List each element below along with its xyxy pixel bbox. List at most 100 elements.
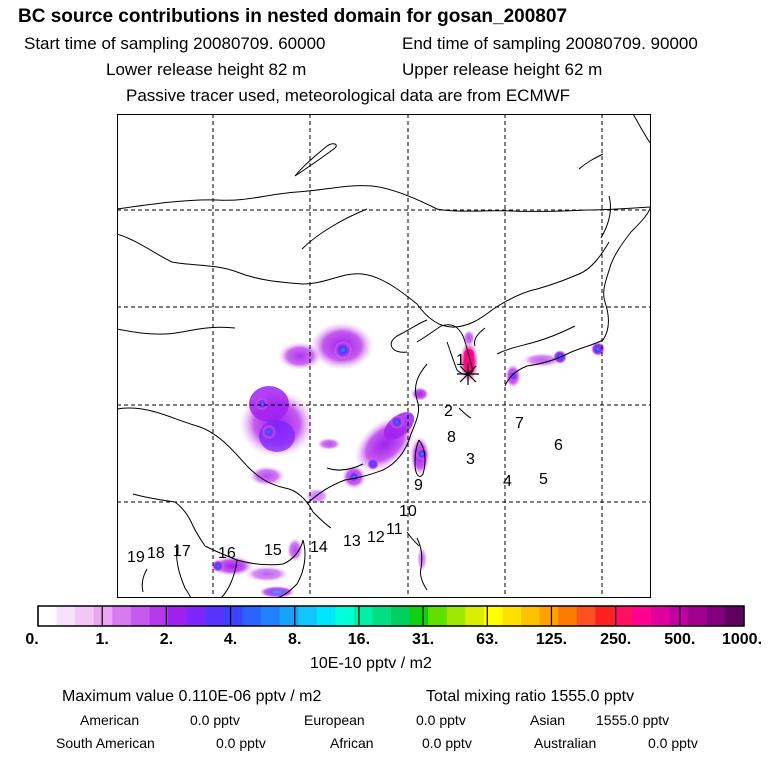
south-american-label: South American [56,735,155,751]
colorbar-cell [706,606,726,626]
colorbar-cell [576,606,596,626]
region-label: 13 [343,533,361,550]
colorbar-cell [391,606,411,626]
american-label: American [80,712,140,728]
colorbar-cell [316,606,336,626]
max-value: Maximum value 0.110E-06 pptv / m2 [62,688,322,705]
colorbar-cell [465,606,485,626]
colorbar-cell [725,606,745,626]
colorbar-cell [186,606,206,626]
colorbar-cell [428,606,448,626]
colorbar: 0. 1. 2. 4. 8. 16. 31. 63. 125. 250. 500. 1000. [25,605,762,648]
colorbar-cell [149,606,169,626]
colorbar-cell [688,606,708,626]
colorbar-cell [539,606,559,626]
region-label: 7 [515,415,524,432]
colorbar-cell [446,606,466,626]
graticule [117,114,651,598]
region-label: 18 [147,545,165,562]
colorbar-tick-label: 1. [96,631,109,648]
australian-value: 0.0 pptv [648,735,698,751]
european-label: European [304,712,365,728]
south-american-value: 0.0 pptv [216,735,266,751]
colorbar-cell [632,606,652,626]
colorbar-cell [521,606,541,626]
colorbar-cell [38,606,58,626]
european-value: 0.0 pptv [416,712,466,728]
colorbar-tick-label: 4. [224,631,237,648]
colorbar-cell [205,606,225,626]
colorbar-cell [298,606,318,626]
colorbar-cell [112,606,132,626]
colorbar-outline [37,605,745,627]
colorbar-tick-label: 1000. [722,631,762,648]
colorbar-tick-label: 63. [476,631,498,648]
map-frame [117,114,651,598]
colorbar-cell [651,606,671,626]
concentration-field [210,322,605,598]
asian-value: 1555.0 pptv [596,712,670,728]
colorbar-cell [613,606,634,626]
colorbar-cell [372,606,392,626]
colorbar-cell [409,606,429,626]
region-label: 9 [414,477,423,494]
colorbar-tick-label: 2. [160,631,173,648]
colorbar-cell [483,606,503,626]
colorbar-tick-labels: 0. 1. 2. 4. 8. 16. 31. 63. 125. 250. 500. 1000. [25,631,762,648]
colorbar-tick-label: 125. [536,631,567,648]
coastlines-and-borders [117,114,651,598]
region-label: 5 [539,471,548,488]
region-label: 4 [503,473,512,490]
region-label: 10 [399,503,417,520]
region-label: 8 [447,429,456,446]
total-mixing-ratio: Total mixing ratio 1555.0 pptv [426,688,635,705]
colorbar-cell [595,606,615,626]
upper-release-height: Upper release height 62 m [402,60,603,79]
region-label: 11 [386,521,403,538]
colorbar-cell [223,606,243,626]
region-label: 1 [456,352,465,369]
plot-title: BC source contributions in nested domain… [18,6,568,27]
region-label: 3 [466,451,475,468]
region-label: 19 [127,549,145,566]
colorbar-cell [56,606,76,626]
colorbar-cell [93,606,113,626]
colorbar-cell [260,606,281,626]
colorbar-cell [502,606,522,626]
colorbar-cell [279,606,299,626]
region-label: 15 [264,542,282,559]
tracer-note: Passive tracer used, meteorological data… [126,86,571,105]
region-label: 2 [444,403,453,420]
region-label: 17 [173,543,191,560]
colorbar-cell [130,606,150,626]
region-label: 6 [554,437,563,454]
receptor-marker [457,363,479,385]
colorbar-cell [242,606,262,626]
colorbar-cell [75,606,95,626]
region-labels: 1 2 3 4 5 6 7 8 9 10 11 12 13 14 15 16 1… [127,352,563,566]
colorbar-cell [335,606,355,626]
sampling-end: End time of sampling 20080709. 90000 [402,34,698,53]
lower-release-height: Lower release height 82 m [106,60,307,79]
colorbar-tick-label: 8. [288,631,301,648]
colorbar-tick-label: 0. [25,631,38,648]
colorbar-tick-label: 16. [348,631,370,648]
colorbar-tick-label: 250. [600,631,631,648]
region-label: 12 [367,529,385,546]
map-panel: 1 2 3 4 5 6 7 8 9 10 11 12 13 14 15 16 1… [117,114,651,598]
sampling-start: Start time of sampling 20080709. 60000 [24,34,326,53]
colorbar-cells [37,606,745,626]
australian-label: Australian [534,735,597,751]
colorbar-unit: 10E-10 pptv / m2 [310,655,432,672]
colorbar-tick-label: 500. [664,631,695,648]
american-value: 0.0 pptv [190,712,240,728]
colorbar-tick-label: 31. [412,631,434,648]
colorbar-cell [558,606,578,626]
asian-label: Asian [530,712,566,728]
african-value: 0.0 pptv [422,735,472,751]
region-label: 16 [218,545,236,562]
region-label: 14 [310,539,328,556]
colorbar-cell [353,606,373,626]
colorbar-cell [168,606,188,626]
african-label: African [330,735,374,751]
